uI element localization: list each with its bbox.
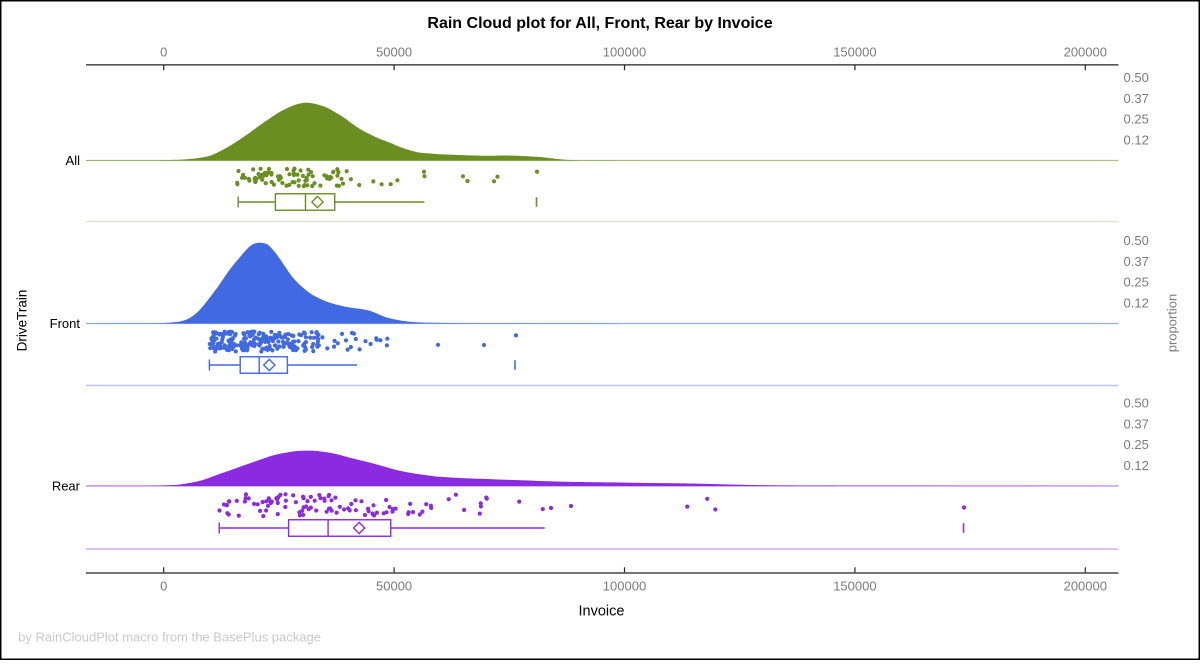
svg-text:DriveTrain: DriveTrain bbox=[15, 290, 30, 352]
svg-text:150000: 150000 bbox=[833, 45, 876, 60]
svg-text:0.37: 0.37 bbox=[1124, 416, 1149, 431]
svg-text:50000: 50000 bbox=[376, 45, 412, 60]
svg-text:0.50: 0.50 bbox=[1124, 396, 1149, 411]
svg-text:0.50: 0.50 bbox=[1124, 233, 1149, 248]
svg-text:0: 0 bbox=[160, 579, 167, 594]
svg-text:Invoice: Invoice bbox=[579, 604, 625, 620]
svg-text:0.12: 0.12 bbox=[1124, 295, 1149, 310]
svg-text:proportion: proportion bbox=[1165, 294, 1180, 353]
svg-text:200000: 200000 bbox=[1064, 45, 1107, 60]
svg-text:100000: 100000 bbox=[603, 45, 646, 60]
svg-text:Rain Cloud plot for All, Front: Rain Cloud plot for All, Front, Rear by … bbox=[427, 15, 772, 32]
svg-text:All: All bbox=[66, 153, 81, 168]
svg-text:0.25: 0.25 bbox=[1124, 437, 1149, 452]
svg-text:Rear: Rear bbox=[52, 479, 81, 494]
svg-text:150000: 150000 bbox=[833, 579, 876, 594]
svg-text:200000: 200000 bbox=[1064, 579, 1107, 594]
svg-text:0.12: 0.12 bbox=[1124, 132, 1149, 147]
svg-text:Front: Front bbox=[50, 316, 81, 331]
svg-text:by RainCloudPlot macro from th: by RainCloudPlot macro from the BasePlus… bbox=[18, 630, 321, 645]
svg-text:0.37: 0.37 bbox=[1124, 254, 1149, 269]
svg-text:0.12: 0.12 bbox=[1124, 458, 1149, 473]
svg-text:0.37: 0.37 bbox=[1124, 91, 1149, 106]
svg-text:0.25: 0.25 bbox=[1124, 275, 1149, 290]
svg-text:0: 0 bbox=[160, 45, 167, 60]
svg-text:100000: 100000 bbox=[603, 579, 646, 594]
svg-text:0.25: 0.25 bbox=[1124, 112, 1149, 127]
svg-text:50000: 50000 bbox=[376, 579, 412, 594]
svg-text:0.50: 0.50 bbox=[1124, 70, 1149, 85]
